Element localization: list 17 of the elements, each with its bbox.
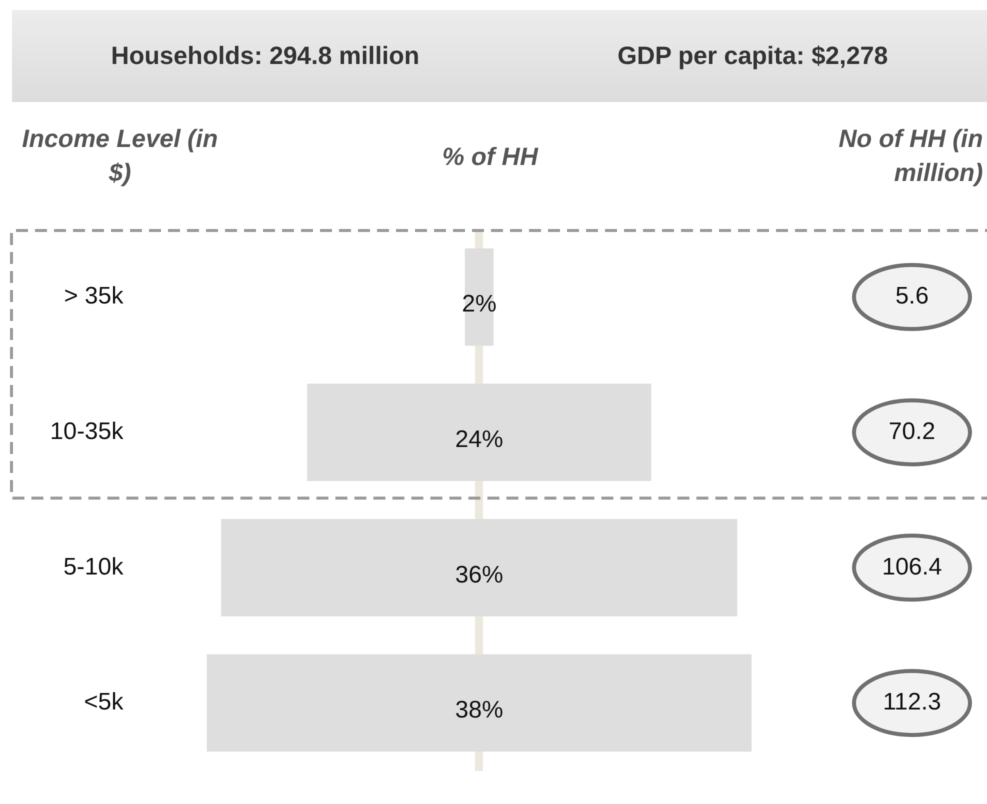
text: Households: 294.8 million	[111, 42, 420, 70]
text: 5.6	[895, 282, 929, 310]
category-label: 10-35k	[50, 418, 124, 445]
data-label: 38%	[455, 696, 504, 724]
data-label: 36%	[455, 561, 504, 588]
data-label: 24%	[455, 426, 504, 453]
text: % of HH	[441, 142, 540, 173]
text: GDP per capita: $2,278	[617, 42, 888, 70]
text: Income Level (in $)	[21, 124, 219, 189]
data-label: 2%	[462, 290, 497, 318]
text: No of HH (in million)	[838, 124, 983, 189]
category-label: 5-10k	[63, 553, 124, 580]
text: 112.3	[882, 688, 942, 716]
category-label: <5k	[84, 688, 124, 716]
text: 106.4	[882, 553, 942, 580]
category-label: > 35k	[64, 282, 124, 310]
text: 70.2	[888, 418, 936, 445]
